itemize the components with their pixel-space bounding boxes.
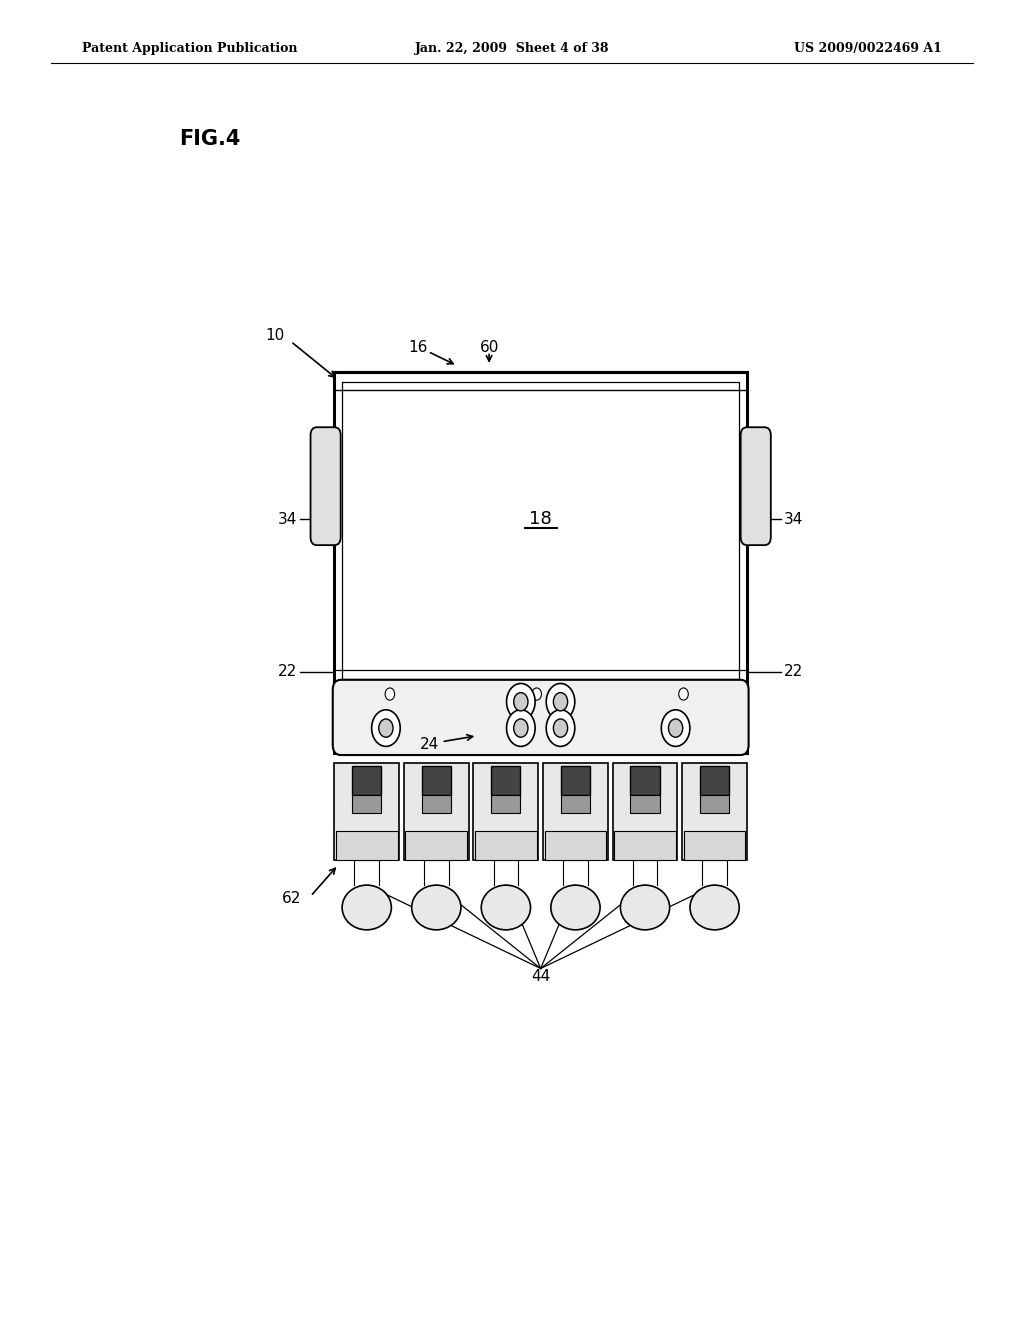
Ellipse shape — [342, 886, 391, 929]
Text: 22: 22 — [784, 664, 804, 680]
Bar — [684, 830, 745, 859]
Bar — [543, 763, 608, 859]
Text: 44: 44 — [531, 969, 550, 985]
Ellipse shape — [621, 886, 670, 929]
Text: 16: 16 — [408, 341, 427, 355]
Ellipse shape — [481, 886, 530, 929]
FancyBboxPatch shape — [310, 428, 341, 545]
Bar — [403, 763, 469, 859]
Bar — [545, 830, 606, 859]
Bar — [352, 795, 381, 813]
Bar — [700, 795, 729, 813]
Bar — [614, 830, 676, 859]
Text: 34: 34 — [278, 512, 297, 527]
Bar — [422, 766, 451, 795]
Text: 34: 34 — [784, 512, 804, 527]
Text: 10: 10 — [265, 327, 285, 343]
Circle shape — [507, 684, 536, 721]
Bar — [334, 682, 748, 752]
Text: 14: 14 — [364, 834, 378, 845]
Ellipse shape — [412, 886, 461, 929]
Circle shape — [372, 710, 400, 746]
Bar — [682, 763, 748, 859]
Text: 58: 58 — [336, 821, 350, 830]
Circle shape — [553, 693, 567, 711]
Text: FIG.4: FIG.4 — [179, 128, 241, 149]
Circle shape — [531, 688, 542, 700]
Bar — [475, 830, 537, 859]
Text: 60: 60 — [479, 341, 499, 355]
Text: Jan. 22, 2009  Sheet 4 of 38: Jan. 22, 2009 Sheet 4 of 38 — [415, 42, 609, 55]
Circle shape — [514, 719, 528, 738]
Circle shape — [679, 688, 688, 700]
Text: 14: 14 — [503, 834, 517, 845]
Bar — [406, 830, 467, 859]
Bar — [631, 795, 659, 813]
Circle shape — [546, 684, 574, 721]
Text: 58: 58 — [684, 821, 698, 830]
Bar — [336, 830, 397, 859]
Bar — [473, 763, 539, 859]
Bar — [352, 766, 381, 795]
Circle shape — [662, 710, 690, 746]
Circle shape — [507, 710, 536, 746]
Circle shape — [553, 719, 567, 738]
Text: 24: 24 — [420, 738, 439, 752]
Text: 62: 62 — [282, 891, 301, 906]
Circle shape — [514, 693, 528, 711]
FancyBboxPatch shape — [740, 428, 771, 545]
Bar — [631, 766, 659, 795]
Text: 14: 14 — [712, 834, 725, 845]
Text: 18: 18 — [529, 511, 552, 528]
Circle shape — [385, 688, 394, 700]
Text: 14: 14 — [553, 834, 567, 845]
Bar — [334, 763, 399, 859]
Text: 58: 58 — [475, 821, 489, 830]
Bar — [700, 766, 729, 795]
Text: 14: 14 — [414, 834, 428, 845]
Text: 22: 22 — [278, 664, 297, 680]
Text: Patent Application Publication: Patent Application Publication — [82, 42, 297, 55]
Bar — [561, 795, 590, 813]
Bar — [422, 795, 451, 813]
Bar — [561, 766, 590, 795]
Text: US 2009/0022469 A1: US 2009/0022469 A1 — [795, 42, 942, 55]
Text: 14: 14 — [623, 834, 637, 845]
Ellipse shape — [690, 886, 739, 929]
Ellipse shape — [551, 886, 600, 929]
Bar — [492, 795, 520, 813]
Circle shape — [379, 719, 393, 738]
Bar — [612, 763, 678, 859]
FancyBboxPatch shape — [333, 680, 749, 755]
Circle shape — [546, 710, 574, 746]
Bar — [492, 766, 520, 795]
Circle shape — [669, 719, 683, 738]
